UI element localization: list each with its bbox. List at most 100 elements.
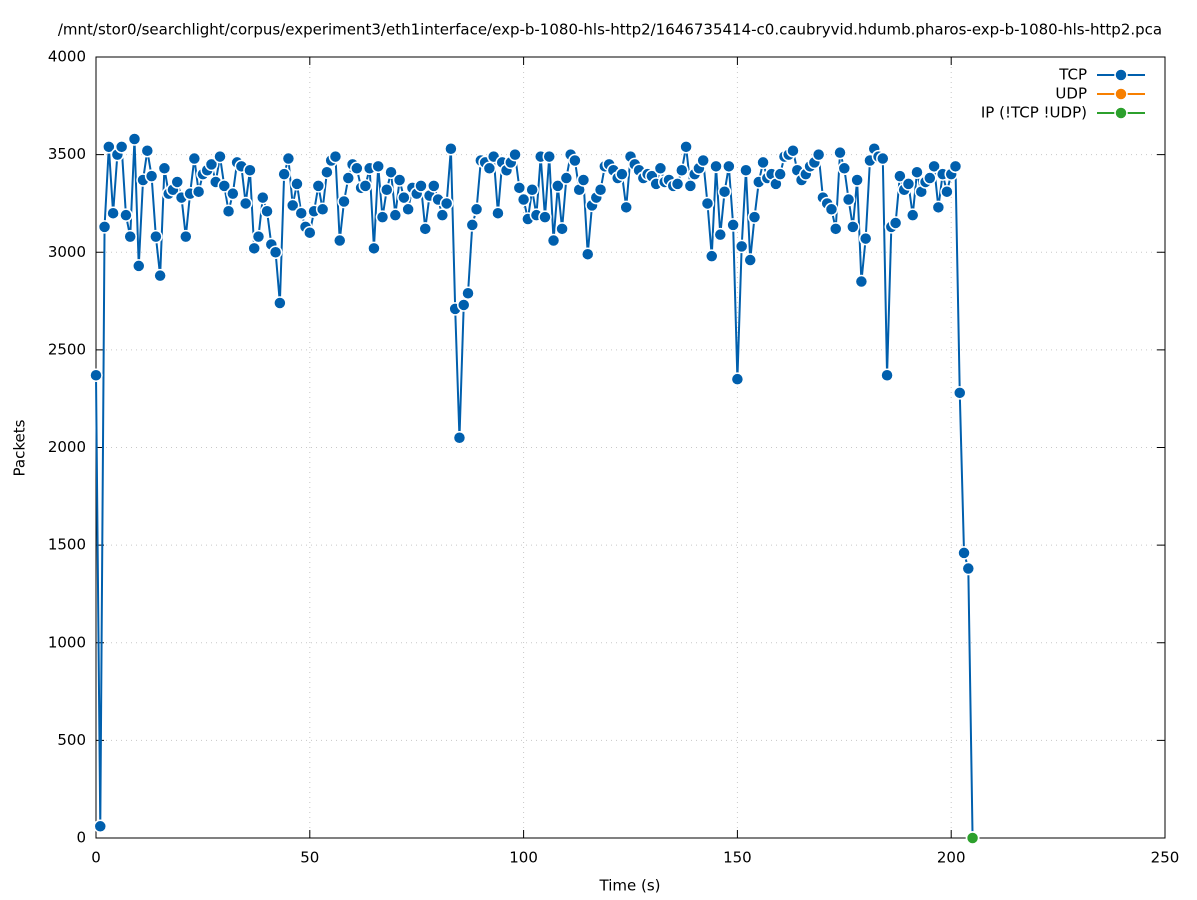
data-point [709,159,723,174]
data-point [102,140,116,154]
data-point [717,184,732,199]
data-point [341,171,356,185]
data-point [722,159,736,174]
data-point [730,372,745,386]
data-point [957,546,971,560]
data-point [191,184,206,199]
data-point [290,177,304,191]
legend-marker [1114,68,1128,82]
data-point [375,210,390,224]
data-point [734,239,749,254]
data-point [893,169,907,183]
data-point [397,190,411,205]
data-point [786,143,800,158]
data-point [773,167,787,181]
data-point [538,210,552,224]
data-point [213,149,227,164]
legend-label: IP (!TCP !UDP) [981,104,1087,122]
data-point [187,151,202,166]
data-point [371,159,385,174]
data-point [243,163,257,177]
data-point [328,149,343,164]
data-point [123,229,137,244]
data-point [670,177,685,191]
data-point [811,147,826,162]
data-point [525,183,539,197]
y-tick-label: 3000 [48,243,86,261]
legend-marker [1114,87,1128,101]
data-point [653,161,668,176]
data-point [251,229,266,244]
data-point [931,200,946,215]
data-point [743,253,757,267]
x-tick-label: 200 [937,849,966,867]
data-point [739,163,753,177]
data-point [268,245,283,259]
data-point [461,286,475,301]
data-point [726,218,740,232]
data-point [170,175,184,189]
data-point [294,206,308,220]
data-point [593,183,608,197]
data-point [568,153,582,168]
data-point [551,179,565,193]
data-point [238,196,253,211]
data-point [465,218,480,232]
data-point [756,155,770,170]
data-point [97,220,112,234]
data-point [940,184,954,199]
data-point [157,161,172,176]
data-point [114,140,129,154]
y-tick-label: 1500 [48,536,86,554]
data-point [392,173,407,187]
data-point [380,183,394,197]
data-point [260,204,274,218]
data-point [315,202,330,217]
data-point [953,386,967,400]
data-point [619,200,633,215]
data-point [850,173,864,187]
data-point [367,241,381,256]
data-point [546,233,561,248]
data-point [303,225,317,240]
legend-marker [1114,106,1128,120]
legend-label: UDP [1055,85,1087,103]
data-point [679,140,693,154]
y-tick-label: 2500 [48,340,86,358]
data-point [439,196,454,211]
data-point [901,177,916,191]
data-point [841,192,856,207]
data-point [675,163,689,177]
data-point [516,192,531,207]
data-point [144,169,159,183]
data-point [542,149,557,164]
series-line [95,138,974,839]
data-point [179,229,193,244]
x-axis-label: Time (s) [599,877,661,895]
data-point [828,222,843,236]
data-point [435,208,450,222]
data-point [226,186,240,201]
data-point [482,161,497,176]
data-point [833,145,847,160]
data-point [149,229,163,244]
data-point [204,157,219,172]
data-point [285,198,300,213]
data-point [888,216,903,230]
data-point [824,202,839,217]
data-point [89,368,103,383]
data-point [93,819,108,834]
data-point [700,196,715,211]
data-point [127,132,142,146]
data-point [512,181,527,195]
data-point [704,249,719,263]
y-tick-label: 4000 [48,48,86,66]
data-point [905,208,920,222]
x-tick-label: 0 [91,849,101,867]
data-point [876,151,890,166]
data-point [923,171,937,185]
data-point [320,165,334,179]
data-point [119,208,133,222]
data-point [418,222,433,236]
